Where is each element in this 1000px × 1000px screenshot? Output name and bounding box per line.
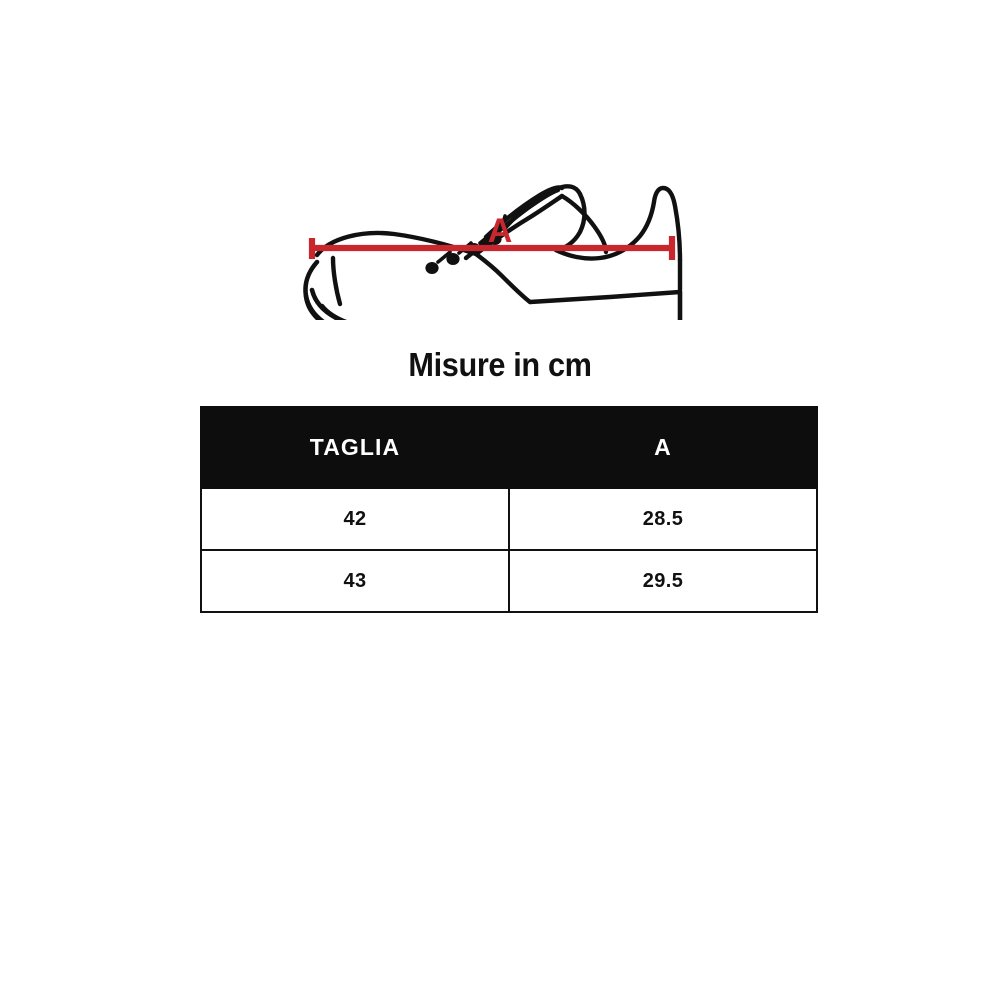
sneaker-diagram: A xyxy=(250,110,720,320)
shoe-toecap-seam xyxy=(330,255,343,307)
column-header-a: A xyxy=(508,406,818,489)
sneaker-illustration-svg: A xyxy=(303,184,683,320)
measurement-label-a: A xyxy=(488,212,513,250)
column-header-taglia: TAGLIA xyxy=(200,406,510,489)
measurement-line-a xyxy=(308,236,676,260)
page-title: Misure in cm xyxy=(408,346,592,383)
cell-size: 42 xyxy=(200,487,510,551)
shoe-sole xyxy=(303,259,683,320)
table-row: 42 28.5 xyxy=(200,487,818,551)
table-row: 43 29.5 xyxy=(200,549,818,613)
table-header-row: TAGLIA A xyxy=(200,406,818,489)
size-chart-table: TAGLIA A 42 28.5 43 29.5 xyxy=(200,406,818,613)
table-body: 42 28.5 43 29.5 xyxy=(200,487,818,613)
cell-measure-a: 29.5 xyxy=(508,549,818,613)
cell-size: 43 xyxy=(200,549,510,613)
cell-measure-a: 28.5 xyxy=(508,487,818,551)
table-header: TAGLIA A xyxy=(200,406,818,489)
shoe-laces xyxy=(436,214,507,264)
